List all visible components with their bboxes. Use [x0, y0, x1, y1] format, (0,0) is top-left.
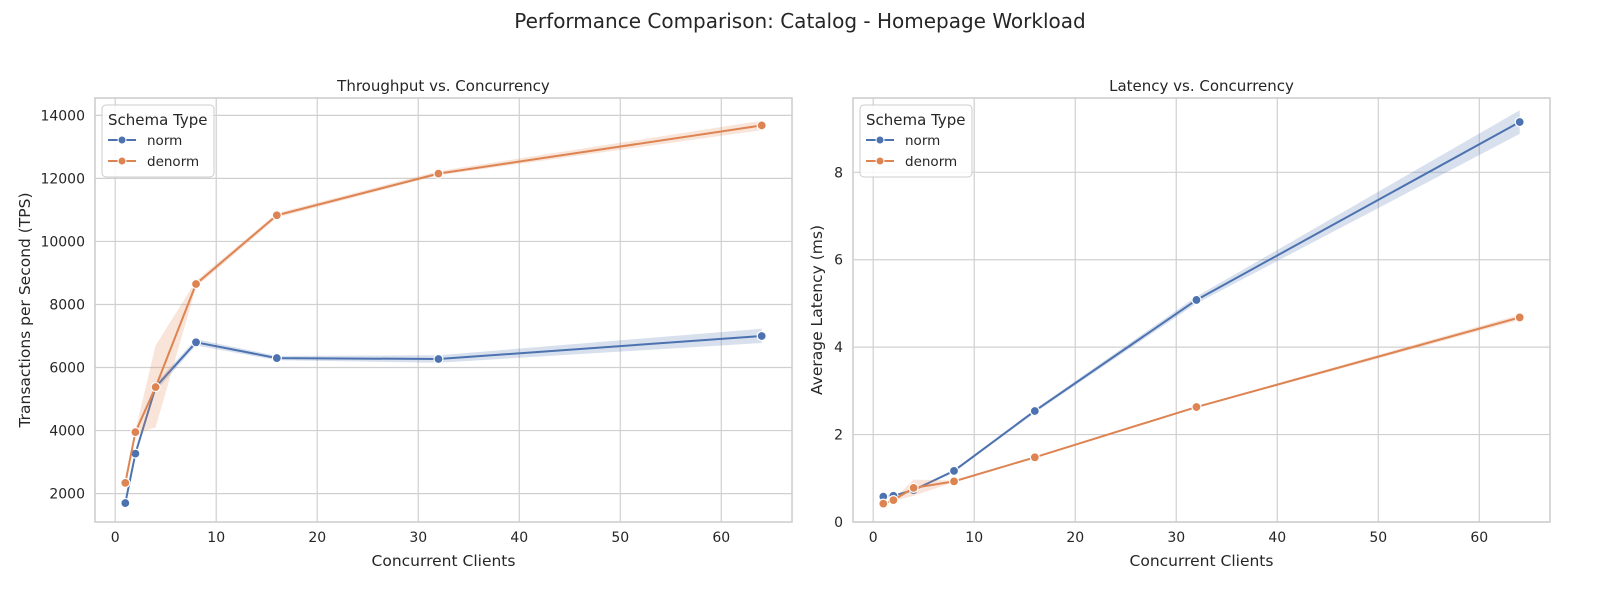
data-point-denorm — [1191, 401, 1202, 413]
x-tick-label: 40 — [510, 530, 528, 546]
x-tick-label: 60 — [712, 530, 730, 546]
x-tick-label: 40 — [1268, 530, 1286, 546]
confidence-band-norm — [883, 110, 1520, 498]
data-point-denorm — [908, 482, 919, 494]
data-point-denorm — [1029, 452, 1040, 463]
y-tick-label: 14000 — [40, 108, 85, 124]
legend-title: Schema Type — [866, 111, 966, 129]
data-point-denorm — [878, 498, 889, 509]
y-tick-label: 8 — [834, 165, 843, 181]
data-point-denorm — [190, 278, 202, 290]
y-axis-label: Transactions per Second (TPS) — [16, 192, 34, 428]
x-tick-label: 20 — [1066, 530, 1084, 546]
y-tick-label: 6 — [834, 253, 843, 269]
legend-box — [101, 104, 215, 178]
confidence-band-norm — [125, 328, 762, 504]
series-denorm — [120, 120, 767, 489]
chart-panel-throughput: 0 10 20 30 40 50 60 2000 4000 6000 8000 10000 12000 1… — [16, 77, 793, 570]
legend-marker-denorm — [875, 156, 885, 166]
series-norm — [878, 110, 1525, 502]
data-point-norm — [948, 465, 960, 476]
chart-panel-latency: 0 10 20 30 40 50 60 0 2 4 6 8 Latency vs. Concurrenc… — [808, 77, 1551, 570]
y-tick-label: 0 — [834, 515, 843, 531]
data-point-denorm — [948, 476, 960, 487]
confidence-band-denorm — [125, 120, 762, 485]
y-tick-label: 4 — [834, 340, 843, 356]
x-tick-label: 50 — [1369, 530, 1387, 546]
y-axis-label: Average Latency (ms) — [808, 225, 826, 395]
data-point-norm — [271, 352, 282, 364]
data-point-norm — [433, 353, 444, 365]
data-point-denorm — [150, 381, 161, 393]
data-point-denorm — [130, 427, 141, 438]
plot-frame — [94, 97, 793, 523]
x-axis-label: Concurrent Clients — [372, 552, 516, 570]
x-tick-label: 30 — [409, 530, 427, 546]
legend: Schema Type norm denorm — [859, 104, 973, 178]
data-point-denorm — [1514, 312, 1525, 323]
legend-title: Schema Type — [108, 111, 208, 129]
legend-label-norm: norm — [147, 133, 182, 149]
data-point-norm — [1191, 294, 1202, 306]
legend-marker-denorm — [117, 156, 127, 166]
y-tick-label: 2000 — [49, 487, 85, 503]
legend: Schema Type norm denorm — [101, 104, 215, 178]
legend-label-denorm: denorm — [905, 154, 957, 170]
y-tick-label: 8000 — [49, 297, 85, 313]
x-tick-label: 10 — [207, 530, 225, 546]
x-tick-label: 50 — [611, 530, 629, 546]
data-point-norm — [1514, 116, 1525, 128]
data-point-norm — [1029, 405, 1040, 417]
y-tick-label: 12000 — [40, 171, 85, 187]
data-point-denorm — [888, 495, 899, 506]
x-tick-label: 0 — [869, 530, 878, 546]
data-point-norm — [120, 497, 131, 509]
data-point-norm — [756, 330, 767, 342]
plot-frame — [852, 97, 1551, 523]
legend-label-denorm: denorm — [147, 154, 199, 170]
x-tick-label: 60 — [1470, 530, 1488, 546]
chart-title: Latency vs. Concurrency — [1109, 77, 1294, 95]
y-tick-label: 4000 — [49, 424, 85, 440]
x-tick-label: 30 — [1167, 530, 1185, 546]
data-point-norm — [190, 337, 202, 348]
legend-box — [859, 104, 973, 178]
y-tick-label: 10000 — [40, 234, 85, 250]
x-axis-label: Concurrent Clients — [1130, 552, 1274, 570]
chart-title: Throughput vs. Concurrency — [336, 77, 550, 95]
y-tick-label: 6000 — [49, 361, 85, 377]
y-tick-label: 2 — [834, 428, 843, 444]
data-point-denorm — [120, 477, 131, 489]
series-norm — [120, 328, 767, 509]
figure-title: Performance Comparison: Catalog - Homepa… — [514, 9, 1085, 33]
data-point-denorm — [271, 210, 282, 221]
legend-marker-norm — [117, 135, 127, 145]
series-denorm — [878, 312, 1525, 509]
x-tick-label: 20 — [308, 530, 326, 546]
data-point-denorm — [433, 168, 444, 179]
legend-label-norm: norm — [905, 133, 940, 149]
x-tick-label: 10 — [965, 530, 983, 546]
data-point-denorm — [756, 120, 767, 131]
legend-marker-norm — [875, 135, 885, 145]
x-tick-label: 0 — [111, 530, 120, 546]
